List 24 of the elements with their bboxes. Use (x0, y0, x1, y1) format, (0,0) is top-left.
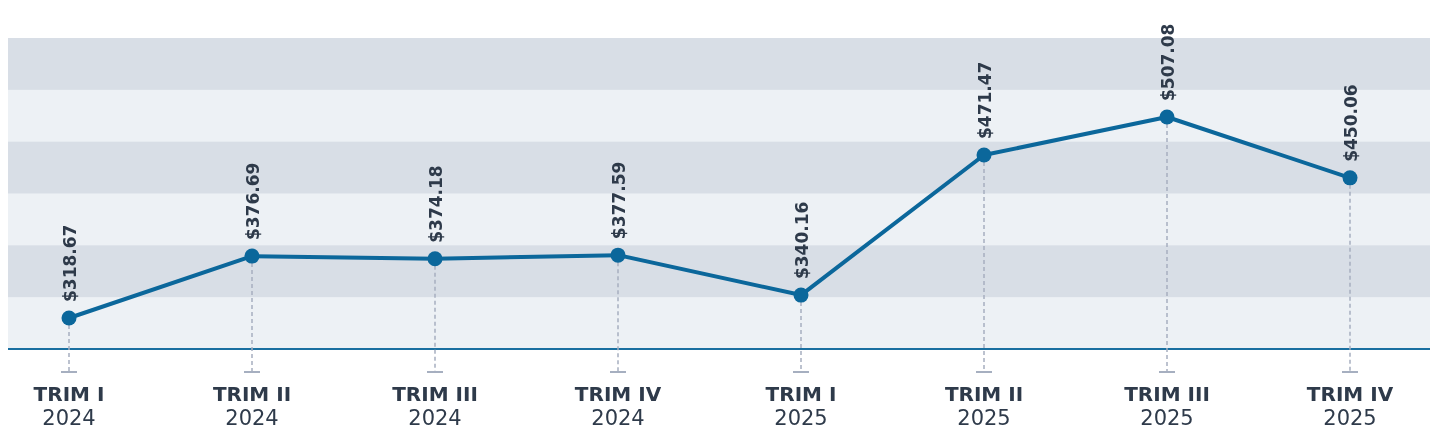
point (610, 247, 626, 263)
point (793, 287, 809, 303)
x-tick-label: TRIM III 2025 (1124, 382, 1210, 430)
point (976, 147, 992, 163)
data-label: $471.47 (975, 61, 995, 139)
x-tick-label: TRIM I 2024 (33, 382, 105, 430)
point (1342, 170, 1358, 186)
point (244, 248, 260, 264)
data-label: $450.06 (1341, 84, 1361, 162)
point (427, 251, 443, 267)
data-label: $377.59 (609, 161, 629, 240)
x-tick-label: TRIM I 2025 (765, 382, 837, 430)
x-tick-label: TRIM III 2024 (392, 382, 478, 430)
point (61, 310, 77, 326)
x-tick-label: TRIM IV 2025 (1306, 382, 1394, 430)
point (1159, 109, 1175, 125)
x-tick-label: TRIM II 2025 (944, 382, 1024, 430)
data-label: $507.08 (1158, 23, 1178, 101)
data-label: $376.69 (243, 162, 263, 241)
x-tick-label: TRIM II 2024 (212, 382, 292, 430)
data-label: $318.67 (60, 224, 80, 302)
data-label: $374.18 (426, 165, 446, 243)
data-label: $340.16 (792, 201, 812, 280)
x-tick-label: TRIM IV 2024 (574, 382, 662, 430)
